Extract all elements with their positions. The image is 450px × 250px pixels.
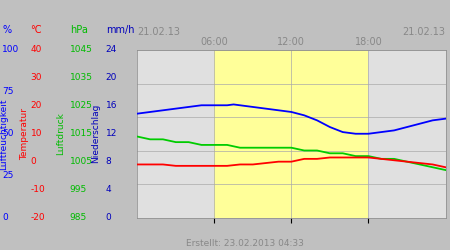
Text: -20: -20 <box>31 213 45 222</box>
Text: 1035: 1035 <box>70 74 93 82</box>
Text: 985: 985 <box>70 213 87 222</box>
Text: 1045: 1045 <box>70 46 93 54</box>
Text: 1015: 1015 <box>70 129 93 138</box>
Text: 1025: 1025 <box>70 101 93 110</box>
Text: 4: 4 <box>106 185 112 194</box>
Text: hPa: hPa <box>70 25 88 35</box>
Text: 30: 30 <box>31 74 42 82</box>
Text: Luftfeuchtigkeit: Luftfeuchtigkeit <box>0 98 8 170</box>
Text: 995: 995 <box>70 185 87 194</box>
Text: 1005: 1005 <box>70 157 93 166</box>
Text: 0: 0 <box>31 157 36 166</box>
Text: 50: 50 <box>2 129 14 138</box>
Bar <box>214 50 369 217</box>
Text: 8: 8 <box>106 157 112 166</box>
Text: Niederschlag: Niederschlag <box>91 104 100 164</box>
Text: Erstellt: 23.02.2013 04:33: Erstellt: 23.02.2013 04:33 <box>186 238 304 248</box>
Text: 16: 16 <box>106 101 117 110</box>
Text: 75: 75 <box>2 87 14 96</box>
Text: mm/h: mm/h <box>106 25 134 35</box>
Text: Temperatur: Temperatur <box>20 108 29 160</box>
Text: Luftdruck: Luftdruck <box>56 112 65 155</box>
Text: %: % <box>2 25 11 35</box>
Text: °C: °C <box>31 25 42 35</box>
Text: 25: 25 <box>2 171 13 180</box>
Text: -10: -10 <box>31 185 45 194</box>
Text: 10: 10 <box>31 129 42 138</box>
Text: 0: 0 <box>106 213 112 222</box>
Text: 21.02.13: 21.02.13 <box>402 28 446 38</box>
Text: 40: 40 <box>31 46 42 54</box>
Text: 24: 24 <box>106 46 117 54</box>
Text: 20: 20 <box>106 74 117 82</box>
Text: 20: 20 <box>31 101 42 110</box>
Text: 100: 100 <box>2 46 19 54</box>
Text: 12: 12 <box>106 129 117 138</box>
Text: 21.02.13: 21.02.13 <box>137 28 180 38</box>
Text: 0: 0 <box>2 213 8 222</box>
